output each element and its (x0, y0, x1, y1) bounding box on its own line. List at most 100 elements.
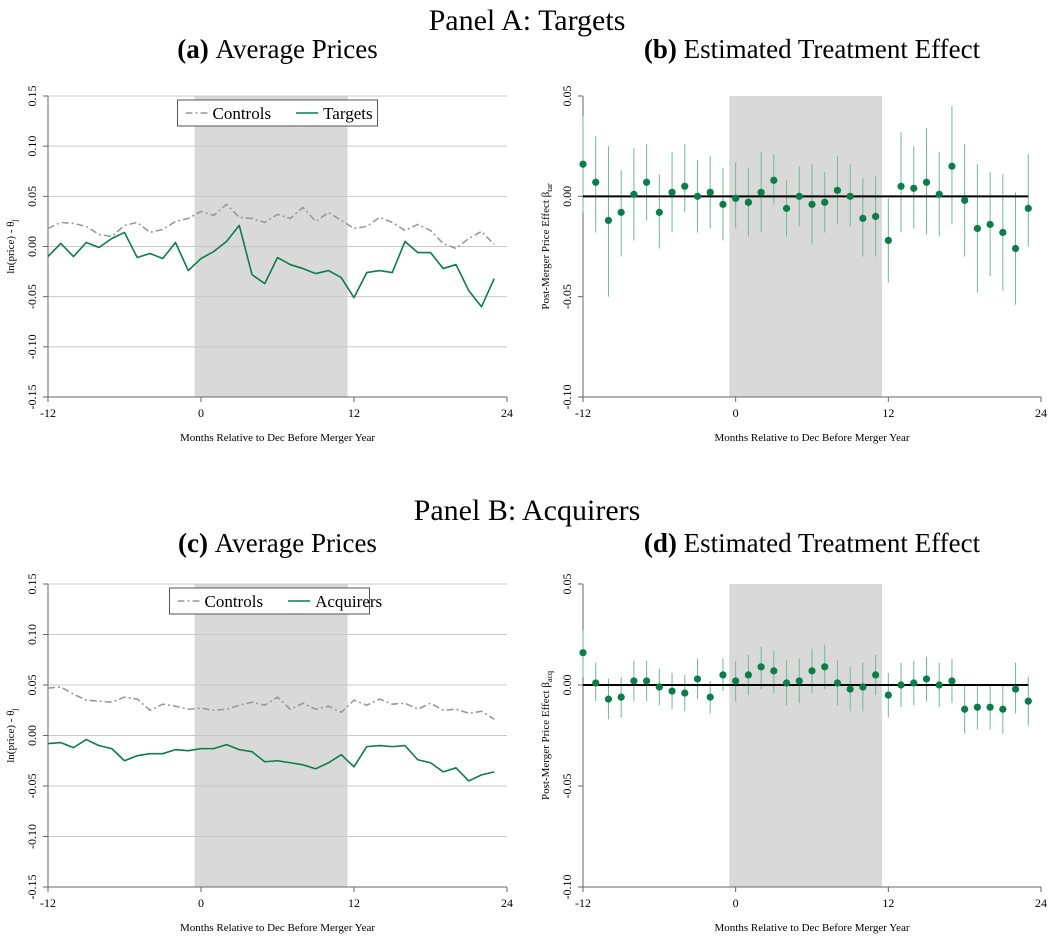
chart-b: (b) Estimated Treatment Effect -0.10 -0.05… (540, 34, 1047, 444)
legend-box (169, 587, 370, 615)
data-point (643, 178, 651, 186)
y-tick-label: 0.05 (25, 675, 39, 696)
data-point (922, 675, 931, 683)
y-axis-label-subscript: acq (545, 671, 554, 682)
data-point (681, 689, 689, 697)
data-point (668, 687, 676, 695)
data-point (922, 178, 931, 186)
data-point (846, 685, 854, 693)
legend-box (177, 99, 378, 127)
x-tick-label: 12 (348, 406, 360, 420)
y-tick-label: -0.10 (560, 385, 574, 410)
data-point (884, 236, 892, 245)
subplot-title-letter: (b) (644, 34, 684, 64)
y-axis-label: Post-Merger Price Effect βtar (540, 183, 554, 310)
y-tick-label: -0.15 (25, 875, 39, 900)
subplot-title-letter: (a) (177, 34, 215, 64)
y-tick-label: 0.00 (560, 675, 574, 696)
data-point (833, 186, 842, 194)
data-point (986, 703, 994, 711)
data-point (744, 671, 752, 679)
legend-label-acquirers: Acquirers (315, 592, 382, 611)
data-point (973, 224, 981, 233)
legend-label-controls: Controls (205, 592, 264, 611)
data-point (782, 204, 791, 212)
data-point (681, 182, 689, 190)
data-point (910, 184, 918, 192)
data-point (592, 679, 600, 687)
x-tick-label: -12 (40, 406, 56, 420)
x-tick-label: 12 (882, 406, 894, 420)
subplot-title-text: Average Prices (216, 34, 378, 64)
panel-b-title: Panel B: Acquirers (414, 494, 641, 527)
data-point (910, 679, 918, 687)
data-point (795, 192, 803, 200)
data-point (782, 679, 791, 687)
data-point (668, 188, 676, 196)
data-point (604, 216, 613, 225)
data-point (744, 198, 752, 206)
data-point (617, 208, 625, 216)
y-tick-label: -0.05 (25, 284, 39, 309)
data-point (706, 693, 714, 701)
data-point (630, 677, 638, 685)
data-point (973, 703, 981, 711)
x-tick-label: 24 (1035, 896, 1047, 910)
data-point (846, 192, 854, 200)
subplot-title-text: Estimated Treatment Effect (684, 528, 981, 558)
subplot-title-text: Estimated Treatment Effect (684, 34, 981, 64)
shaded-region (729, 584, 882, 887)
data-point (719, 200, 727, 208)
data-point (808, 667, 816, 675)
data-point (579, 649, 587, 657)
data-point (643, 677, 651, 685)
data-point (859, 683, 867, 691)
data-point (604, 695, 613, 703)
data-point (872, 671, 880, 679)
subplot-title-a: (a) Average Prices (177, 34, 377, 64)
data-point (693, 192, 702, 200)
panel-a-title: Panel A: Targets (429, 4, 626, 37)
data-point (770, 176, 778, 184)
y-tick-label: -0.05 (560, 774, 574, 799)
y-tick-label: -0.10 (25, 824, 39, 849)
y-tick-label: 0.15 (25, 574, 39, 595)
data-point (808, 200, 816, 208)
chart-c: (c) Average Prices -0.15 -0.10 -0.05 0.00 0.0… (5, 528, 513, 934)
data-point (1024, 697, 1032, 705)
x-tick-label: 0 (198, 406, 204, 420)
data-point (1011, 685, 1020, 693)
x-axis-label: Months Relative to Dec Before Merger Yea… (180, 432, 375, 444)
data-point (884, 691, 892, 699)
y-axis-label-subscript: j (10, 219, 19, 222)
shaded-region (729, 96, 882, 397)
y-tick-label: -0.10 (25, 334, 39, 359)
data-point (693, 675, 702, 683)
x-tick-label: 24 (501, 896, 513, 910)
y-axis-label-main: Post-Merger Price Effect β (540, 191, 552, 309)
data-point (935, 681, 943, 689)
x-axis-label: Months Relative to Dec Before Merger Yea… (715, 432, 910, 444)
data-point (961, 196, 969, 204)
data-point (1011, 244, 1020, 253)
y-tick-label: 0.00 (25, 725, 39, 746)
data-point (706, 188, 714, 196)
y-axis-label-main: Post-Merger Price Effect β (540, 682, 552, 800)
data-point (999, 228, 1007, 237)
x-tick-label: 0 (733, 896, 739, 910)
data-point (948, 162, 956, 170)
data-point (770, 667, 778, 675)
data-point (872, 212, 880, 220)
data-point (617, 693, 625, 701)
legend-label-controls: Controls (213, 104, 272, 123)
x-tick-label: 24 (501, 406, 513, 420)
charts-group: (a) Average Prices -0.15 -0.10 -0.05 0.00 0.0… (5, 34, 1047, 934)
series-line-controls (47, 686, 495, 721)
y-axis-label: Post-Merger Price Effect βacq (540, 671, 554, 800)
data-point (897, 681, 905, 689)
data-point (655, 683, 663, 691)
legend-label-targets: Targets (323, 104, 372, 123)
x-tick-label: 12 (882, 896, 894, 910)
data-point (757, 188, 765, 196)
